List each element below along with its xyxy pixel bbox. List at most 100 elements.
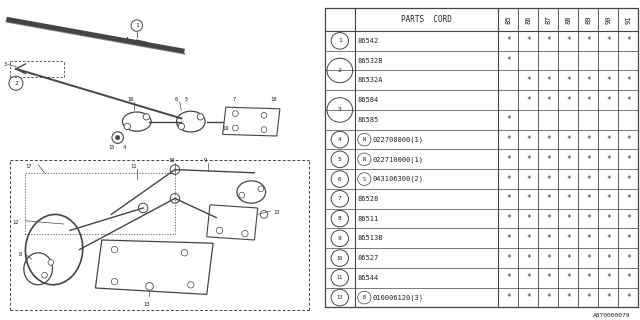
Text: *: * xyxy=(566,194,571,203)
Circle shape xyxy=(143,114,150,120)
Circle shape xyxy=(216,227,223,234)
Text: *: * xyxy=(566,273,571,282)
Text: *: * xyxy=(586,36,591,45)
Text: *: * xyxy=(546,76,550,85)
Text: *: * xyxy=(546,214,550,223)
Text: 9: 9 xyxy=(338,236,342,241)
Text: 010006120(3): 010006120(3) xyxy=(372,294,423,301)
Text: *: * xyxy=(586,175,591,184)
Text: *: * xyxy=(626,175,630,184)
Text: *: * xyxy=(606,76,611,85)
Text: *: * xyxy=(546,96,550,105)
Text: *: * xyxy=(506,234,511,243)
Text: *: * xyxy=(586,155,591,164)
Text: *: * xyxy=(626,96,630,105)
Text: 13: 13 xyxy=(143,301,150,307)
Text: *: * xyxy=(546,36,550,45)
Text: *: * xyxy=(586,253,591,263)
Text: 8: 8 xyxy=(338,216,342,221)
Text: *: * xyxy=(526,253,531,263)
Text: *: * xyxy=(566,96,571,105)
Circle shape xyxy=(232,111,238,116)
Text: 91: 91 xyxy=(625,15,632,24)
Text: *: * xyxy=(606,155,611,164)
Text: *: * xyxy=(526,234,531,243)
Circle shape xyxy=(115,135,120,140)
Text: N: N xyxy=(363,137,366,142)
Text: 9: 9 xyxy=(204,157,207,163)
Text: 13: 13 xyxy=(337,295,343,300)
Text: *: * xyxy=(506,36,511,45)
Text: *: * xyxy=(546,155,550,164)
Text: *: * xyxy=(526,214,531,223)
Text: *: * xyxy=(566,36,571,45)
Text: 5: 5 xyxy=(184,97,188,102)
Text: *: * xyxy=(606,194,611,203)
Text: 86528: 86528 xyxy=(358,196,379,202)
Text: 11: 11 xyxy=(131,164,137,169)
Text: *: * xyxy=(526,273,531,282)
Text: *: * xyxy=(626,135,630,144)
Circle shape xyxy=(111,246,118,253)
Circle shape xyxy=(261,127,267,132)
Text: *: * xyxy=(506,56,511,65)
Text: *: * xyxy=(626,36,630,45)
Text: *: * xyxy=(506,115,511,124)
Circle shape xyxy=(178,123,184,130)
Circle shape xyxy=(232,125,238,131)
Text: 86544: 86544 xyxy=(358,275,379,281)
Text: 8: 8 xyxy=(19,252,22,257)
Text: 7: 7 xyxy=(232,97,236,102)
Circle shape xyxy=(111,278,118,285)
Text: *: * xyxy=(526,135,531,144)
Text: *: * xyxy=(586,273,591,282)
Text: *: * xyxy=(546,194,550,203)
Text: 17: 17 xyxy=(26,164,32,169)
Text: *: * xyxy=(526,175,531,184)
Text: *: * xyxy=(506,214,511,223)
Text: *: * xyxy=(546,135,550,144)
Text: PARTS  CORD: PARTS CORD xyxy=(401,15,452,24)
Text: *: * xyxy=(606,253,611,263)
Text: 2: 2 xyxy=(338,68,342,73)
Text: *: * xyxy=(606,135,611,144)
Text: 88: 88 xyxy=(565,15,572,24)
Text: 3: 3 xyxy=(3,61,6,67)
Circle shape xyxy=(258,186,264,192)
Circle shape xyxy=(146,283,154,290)
Text: 4: 4 xyxy=(338,137,342,142)
Text: 19: 19 xyxy=(223,125,229,131)
Circle shape xyxy=(261,112,267,118)
Text: *: * xyxy=(546,273,550,282)
Text: *: * xyxy=(526,155,531,164)
Text: *: * xyxy=(566,175,571,184)
Text: *: * xyxy=(566,214,571,223)
Circle shape xyxy=(260,211,268,218)
Text: *: * xyxy=(566,135,571,144)
Text: 86: 86 xyxy=(525,15,531,24)
Text: 86542: 86542 xyxy=(358,38,379,44)
Text: 86511: 86511 xyxy=(358,216,379,221)
Text: *: * xyxy=(626,194,630,203)
Text: 5: 5 xyxy=(338,157,342,162)
Text: *: * xyxy=(626,273,630,282)
Text: 86584: 86584 xyxy=(358,97,379,103)
Text: 13: 13 xyxy=(273,211,280,215)
Text: *: * xyxy=(506,253,511,263)
Text: *: * xyxy=(586,293,591,302)
Text: 12: 12 xyxy=(13,220,19,225)
Text: *: * xyxy=(546,175,550,184)
Text: *: * xyxy=(506,194,511,203)
Text: 10: 10 xyxy=(337,256,343,260)
Text: *: * xyxy=(526,293,531,302)
Text: *: * xyxy=(626,214,630,223)
Text: N: N xyxy=(363,157,366,162)
Text: *: * xyxy=(506,135,511,144)
Text: 2: 2 xyxy=(14,81,18,86)
Text: *: * xyxy=(566,155,571,164)
Circle shape xyxy=(170,165,180,174)
Text: *: * xyxy=(586,96,591,105)
Text: 4: 4 xyxy=(122,145,125,150)
Text: *: * xyxy=(546,293,550,302)
Text: 87: 87 xyxy=(545,15,552,24)
